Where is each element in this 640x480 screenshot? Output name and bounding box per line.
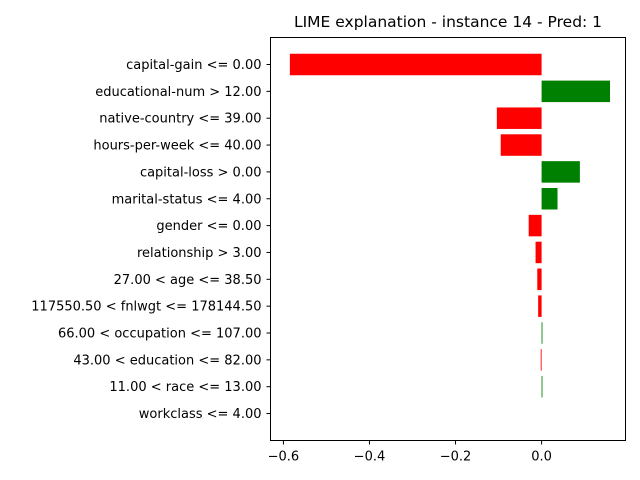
category-label: 117550.50 < fnlwgt <= 178144.50: [31, 300, 261, 315]
bar: [541, 161, 580, 183]
x-tick-label: −0.4: [354, 450, 386, 465]
category-label: 27.00 < age <= 38.50: [114, 273, 262, 288]
category-label: marital-status <= 4.00: [112, 192, 262, 207]
bar: [496, 107, 542, 129]
bar: [541, 322, 543, 344]
x-tick-label: 0.0: [531, 450, 552, 465]
bar: [541, 80, 611, 103]
bar: [541, 188, 558, 210]
x-axis: −0.6 −0.4 −0.2 0.0: [268, 440, 552, 465]
bar: [289, 53, 542, 76]
category-labels: capital-gain <= 0.00 educational-num > 12…: [31, 58, 271, 422]
category-label: relationship > 3.00: [137, 246, 262, 261]
category-label: capital-loss > 0.00: [140, 165, 262, 180]
category-label: workclass <= 4.00: [139, 407, 262, 422]
category-label: 43.00 < education <= 82.00: [73, 353, 261, 368]
category-label: educational-num > 12.00: [95, 85, 261, 100]
bar: [541, 375, 543, 398]
bar: [535, 241, 542, 264]
category-label: gender <= 0.00: [156, 219, 261, 234]
bar: [528, 214, 542, 237]
x-tick-label: −0.2: [440, 450, 472, 465]
category-label: 66.00 < occupation <= 107.00: [58, 327, 262, 342]
bar: [538, 295, 542, 317]
category-label: capital-gain <= 0.00: [126, 58, 261, 73]
bar: [537, 268, 542, 291]
category-label: native-country <= 39.00: [99, 112, 261, 127]
chart-title: LIME explanation - instance 14 - Pred: 1: [294, 13, 602, 31]
plot-frame: [270, 37, 626, 441]
x-tick-label: −0.6: [268, 450, 300, 465]
bar: [540, 349, 542, 371]
bars-group: [289, 53, 611, 398]
category-label: 11.00 < race <= 13.00: [109, 380, 261, 395]
category-label: hours-per-week <= 40.00: [93, 139, 261, 154]
bar: [500, 134, 542, 156]
